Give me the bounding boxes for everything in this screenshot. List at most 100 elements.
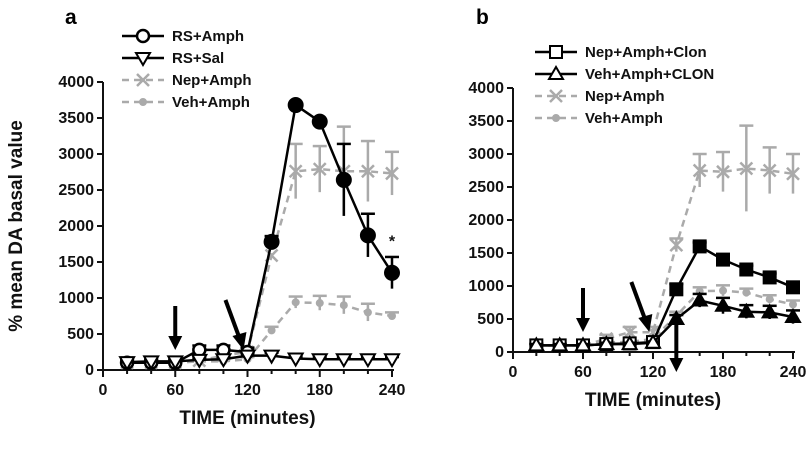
series-line <box>127 102 394 365</box>
panel-a: a 0 500 1000 1500 2000 2500 3000 3500 4000 0 60 120 1… <box>6 6 405 429</box>
legend-marker <box>549 45 563 59</box>
data-point <box>597 335 616 351</box>
data-point <box>335 353 353 369</box>
data-point <box>644 333 662 349</box>
legend-label: Veh+Amph <box>172 94 250 111</box>
data-point <box>384 264 400 281</box>
x-tick-label: 180 <box>306 382 333 399</box>
y-tick-label: 1000 <box>58 290 94 307</box>
data-point <box>312 162 327 177</box>
data-point <box>789 300 797 309</box>
legend-label: RS+Amph <box>172 28 244 45</box>
y-tick-label: 3000 <box>58 146 94 163</box>
x-tick-label: 120 <box>234 382 261 399</box>
data-point <box>190 353 209 369</box>
data-point <box>714 296 732 312</box>
data-point <box>719 286 727 295</box>
legend-marker <box>134 52 152 67</box>
data-point <box>339 301 348 310</box>
legend-marker <box>136 73 150 87</box>
data-point <box>315 299 324 308</box>
y-tick-label: 4000 <box>58 74 94 91</box>
legend-item: Veh+Amph <box>122 94 250 111</box>
legend-item: Nep+Amph+Clon <box>535 44 707 61</box>
x-tick-label: 0 <box>99 382 108 399</box>
y-tick-label: 1500 <box>468 245 504 262</box>
series-nep-amph <box>120 125 399 370</box>
data-point <box>622 325 637 340</box>
legend-marker <box>549 89 563 103</box>
data-point <box>238 349 257 365</box>
legend-label: Nep+Amph <box>585 88 665 105</box>
series-line <box>127 167 393 365</box>
data-point <box>385 166 399 181</box>
legend-label: Veh+Amph <box>585 110 663 127</box>
legend-item: RS+Sal <box>122 50 224 67</box>
data-point <box>388 312 396 320</box>
data-point <box>291 298 300 307</box>
data-point <box>267 326 276 335</box>
x-tick-label: 60 <box>574 364 592 381</box>
data-point <box>359 227 376 244</box>
series-line <box>536 167 794 347</box>
data-point <box>669 282 684 297</box>
data-point <box>287 97 304 114</box>
legend-marker <box>135 28 151 44</box>
x-axis-label: TIME (minutes) <box>585 390 721 411</box>
data-point <box>118 356 136 372</box>
x-tick-label: 240 <box>780 364 807 381</box>
data-point <box>739 161 754 176</box>
data-point <box>737 302 756 318</box>
data-point <box>263 233 280 250</box>
legend: RS+Amph RS+Sal Nep+Amph Veh+Amph <box>122 28 252 111</box>
data-point <box>716 164 730 179</box>
legend-item: Nep+Amph <box>122 72 252 89</box>
data-point <box>620 335 639 351</box>
y-tick-label: 2500 <box>468 179 504 196</box>
data-point <box>716 252 730 267</box>
arrow-down-icon <box>168 306 183 350</box>
y-tick-label: 500 <box>67 326 94 343</box>
series-rs-sal <box>118 349 401 372</box>
x-axis-label: TIME (minutes) <box>179 408 315 429</box>
data-point <box>527 336 546 352</box>
y-tick-label: 4000 <box>468 80 504 97</box>
y-tick-label: 3500 <box>58 110 94 127</box>
x-tick-label: 240 <box>379 382 406 399</box>
data-point <box>739 262 754 277</box>
legend: Nep+Amph+Clon Veh+Amph+CLON Nep+Amph Veh+Am… <box>535 44 714 127</box>
data-point <box>311 353 329 369</box>
legend-label: Veh+Amph+CLON <box>585 66 714 83</box>
y-tick-label: 0 <box>495 344 504 361</box>
arrow-down-icon <box>576 288 590 332</box>
data-point <box>311 113 328 130</box>
legend-label: Nep+Amph <box>172 72 252 89</box>
legend-label: Nep+Amph+Clon <box>585 44 707 61</box>
data-point <box>550 336 569 352</box>
data-point <box>762 163 777 178</box>
data-point <box>690 291 709 307</box>
y-tick-label: 2000 <box>58 218 94 235</box>
data-point <box>760 303 779 319</box>
y-tick-label: 2500 <box>58 182 94 199</box>
arrow-down-icon <box>629 281 653 332</box>
legend-item: Nep+Amph <box>535 88 665 105</box>
data-point <box>574 336 592 352</box>
data-point <box>359 353 377 369</box>
data-point <box>786 166 800 181</box>
y-tick-label: 0 <box>85 362 94 379</box>
data-point <box>214 353 233 369</box>
x-tick-label: 60 <box>166 382 184 399</box>
series-line <box>127 354 392 364</box>
legend-item: Veh+Amph+CLON <box>535 65 714 83</box>
arrow-down-icon <box>223 299 247 350</box>
data-point <box>166 355 184 371</box>
series-line <box>536 299 794 347</box>
data-point <box>383 353 401 369</box>
y-tick-label: 1500 <box>58 254 94 271</box>
data-point <box>361 164 375 179</box>
data-point <box>692 239 707 254</box>
y-tick-label: 3500 <box>468 113 504 130</box>
significance-annotation: * <box>389 233 396 250</box>
